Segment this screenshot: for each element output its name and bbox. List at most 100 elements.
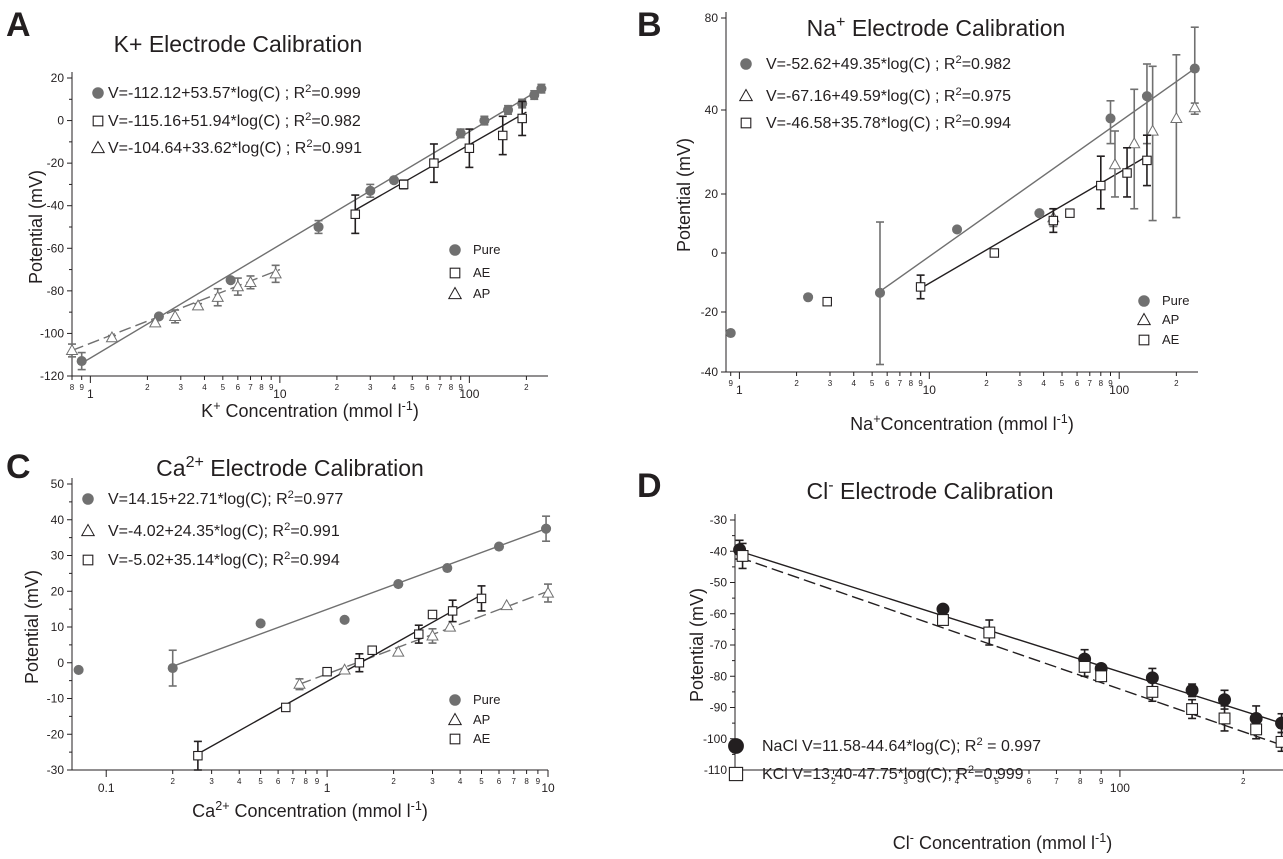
data-point — [398, 179, 409, 190]
x-minor-tick-label: 8 — [909, 379, 914, 388]
x-minor-tick-label: 2 — [145, 383, 150, 392]
data-point — [350, 209, 361, 219]
y-tick-label: -30 — [47, 763, 65, 777]
series-ap — [293, 583, 555, 691]
y-tick-label: -110 — [704, 763, 727, 777]
y-axis-label: Potential (mV) — [22, 570, 42, 684]
data-point — [211, 290, 225, 302]
x-minor-tick-label: 8 — [70, 383, 75, 392]
fit-line-pure — [172, 528, 547, 667]
x-minor-tick-label: 4 — [237, 777, 242, 786]
chart-title: Na+ Electrode Calibration — [807, 13, 1066, 41]
data-point — [244, 275, 257, 287]
x-minor-tick-label: 6 — [885, 379, 890, 388]
chart-title: Cl- Electrode Calibration — [807, 476, 1054, 504]
x-minor-tick-label: 5 — [1060, 379, 1065, 388]
x-minor-tick-label: 2 — [170, 777, 175, 786]
equation-marker-circle — [92, 87, 104, 99]
x-minor-tick-label: 8 — [1078, 777, 1083, 786]
data-point — [736, 549, 749, 562]
data-point — [231, 279, 245, 292]
x-minor-tick-label: 7 — [291, 777, 296, 786]
x-minor-tick-label: 4 — [955, 777, 960, 786]
x-minor-tick-label: 9 — [918, 379, 923, 388]
equation-marker-triangle — [90, 140, 106, 154]
y-tick-label: 0 — [57, 114, 64, 128]
data-point — [1218, 693, 1232, 707]
data-point — [1250, 723, 1263, 736]
data-point — [65, 343, 79, 356]
equation-marker-circle — [82, 493, 94, 505]
x-minor-tick-label: 8 — [524, 777, 529, 786]
data-point — [443, 620, 457, 632]
x-minor-tick-label: 2 — [391, 777, 396, 786]
x-minor-tick-label: 5 — [410, 383, 415, 392]
x-tick-label: 0.1 — [98, 781, 115, 795]
x-minor-tick-label: 9 — [79, 383, 84, 392]
data-point — [983, 626, 996, 639]
data-point — [365, 185, 376, 196]
equation-marker-circle — [740, 58, 752, 70]
data-point — [225, 275, 236, 286]
data-point — [391, 645, 405, 657]
x-minor-tick-label: 5 — [221, 383, 226, 392]
fit-line-kcl — [739, 556, 1282, 746]
equation-label: V=-5.02+35.14*log(C); R2=0.994 — [108, 550, 340, 569]
x-minor-tick-label: 7 — [248, 383, 253, 392]
x-axis-label: Ca2+ Concentration (mmol l-1) — [192, 799, 428, 821]
panel-letter: C — [6, 448, 31, 486]
data-point — [322, 666, 332, 677]
data-point — [1145, 671, 1159, 685]
legend-marker-circle — [449, 694, 461, 706]
data-point — [1185, 683, 1199, 697]
data-point — [989, 248, 1000, 258]
data-point — [426, 629, 439, 641]
data-point — [1186, 703, 1199, 716]
equation-marker-square — [740, 117, 752, 129]
x-minor-tick-label: 9 — [1108, 379, 1113, 388]
equation-label: KCl V=13.40-47.75*log(C); R2=0.999 — [762, 764, 1024, 783]
y-tick-label: -90 — [710, 701, 728, 715]
x-minor-tick-label: 9 — [728, 379, 733, 388]
series-ap — [65, 264, 282, 358]
x-tick-label: 10 — [541, 781, 555, 795]
legend-marker-circle — [1138, 295, 1150, 307]
data-point — [414, 629, 424, 639]
x-tick-label: 100 — [459, 387, 479, 401]
legend-marker-triangle — [447, 712, 463, 726]
x-minor-tick-label: 6 — [276, 777, 281, 786]
x-minor-tick-label: 3 — [179, 383, 184, 392]
data-point — [1105, 113, 1116, 124]
x-minor-tick-label: 8 — [1099, 379, 1104, 388]
data-point — [167, 663, 178, 674]
data-point — [1188, 101, 1202, 113]
x-minor-tick-label: 3 — [430, 777, 435, 786]
data-point — [1048, 215, 1059, 226]
legend-label: AP — [473, 286, 490, 301]
x-minor-tick-label: 9 — [1099, 777, 1104, 786]
x-tick-label: 100 — [1109, 383, 1129, 397]
y-tick-label: 40 — [705, 103, 719, 117]
data-point — [803, 292, 814, 303]
data-point — [1170, 111, 1183, 123]
data-point — [1141, 91, 1152, 102]
x-minor-tick-label: 6 — [425, 383, 430, 392]
data-point — [429, 158, 439, 168]
equation-marker-square — [82, 554, 94, 566]
legend-marker-triangle — [1136, 312, 1152, 326]
y-tick-label: -40 — [47, 199, 65, 213]
y-tick-label: -30 — [710, 513, 728, 527]
data-point — [73, 664, 84, 675]
data-point — [447, 606, 458, 616]
y-tick-label: -50 — [710, 576, 728, 590]
series-ae — [350, 100, 527, 235]
y-axis-label: Potential (mV) — [674, 138, 694, 252]
y-tick-label: 30 — [51, 549, 65, 563]
data-point — [455, 128, 466, 139]
equation-marker-triangle — [738, 88, 754, 102]
x-minor-tick-label: 9 — [458, 383, 463, 392]
x-minor-tick-label: 2 — [1174, 379, 1179, 388]
legend-marker-square — [449, 267, 461, 279]
data-point — [269, 267, 282, 279]
x-tick-label: 1 — [736, 383, 743, 397]
